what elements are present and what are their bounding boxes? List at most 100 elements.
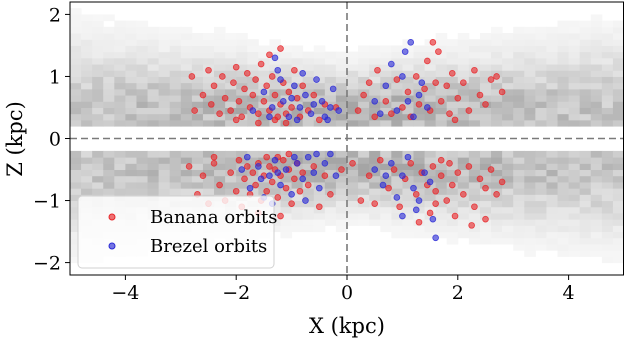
heatmap-cell (524, 57, 536, 65)
heatmap-cell (247, 82, 259, 90)
heatmap-cell (258, 119, 270, 127)
heatmap-cell (535, 51, 547, 59)
heatmap-cell (147, 64, 160, 71)
heatmap-cell (568, 113, 581, 121)
heatmap-cell (136, 45, 149, 53)
heatmap-cell (103, 163, 115, 171)
heatmap-cell (601, 88, 614, 96)
heatmap-cell (601, 95, 614, 102)
heatmap-cell (136, 20, 149, 28)
heatmap-cell (479, 64, 492, 71)
heatmap-cell (579, 82, 592, 90)
heatmap-cell (513, 39, 525, 46)
data-point (493, 73, 500, 80)
heatmap-cell (612, 256, 624, 264)
heatmap-cell (70, 33, 82, 40)
heatmap-cell (557, 39, 570, 46)
heatmap-cell (435, 88, 448, 96)
heatmap-cell (92, 64, 104, 71)
heatmap-cell (402, 169, 414, 177)
heatmap-cell (535, 101, 547, 108)
heatmap-cell (335, 188, 348, 195)
heatmap-cell (358, 57, 370, 65)
heatmap-cell (491, 175, 503, 183)
heatmap-cell (191, 181, 204, 189)
heatmap-cell (502, 101, 514, 108)
data-point (315, 116, 323, 124)
heatmap-cell (535, 181, 547, 189)
heatmap-cell (81, 51, 93, 59)
heatmap-cell (258, 64, 270, 71)
heatmap-cell (191, 33, 204, 40)
heatmap-cell (479, 200, 492, 208)
heatmap-cell (335, 194, 348, 202)
heatmap-cell (158, 169, 171, 177)
heatmap-cell (612, 88, 624, 96)
heatmap-cell (601, 119, 614, 127)
heatmap-cell (313, 45, 326, 53)
data-point (277, 212, 284, 220)
heatmap-cell (369, 70, 381, 77)
heatmap-cell (81, 26, 93, 34)
heatmap-cell (347, 212, 359, 220)
heatmap-cell (92, 95, 104, 102)
heatmap-cell (424, 51, 437, 59)
heatmap-cell (324, 57, 337, 65)
heatmap-cell (491, 157, 503, 164)
heatmap-cell (313, 82, 326, 90)
data-point (382, 82, 390, 90)
heatmap-cell (269, 82, 282, 90)
heatmap-cell (335, 181, 348, 189)
heatmap-cell (147, 188, 160, 195)
heatmap-cell (502, 225, 514, 233)
heatmap-cell (524, 51, 536, 59)
heatmap-cell (291, 57, 304, 65)
heatmap-cell (513, 163, 525, 171)
heatmap-cell (158, 76, 171, 84)
heatmap-cell (601, 101, 614, 108)
heatmap-cell (524, 45, 536, 53)
heatmap-cell (413, 231, 426, 239)
legend-marker-banana (108, 213, 116, 221)
heatmap-cell (391, 70, 403, 77)
heatmap-cell (457, 169, 470, 177)
heatmap-cell (214, 95, 226, 102)
heatmap-cell (435, 175, 448, 183)
heatmap-cell (413, 45, 426, 53)
heatmap-cell (313, 95, 326, 102)
heatmap-cell (280, 51, 293, 59)
heatmap-cell (546, 206, 559, 214)
data-point (318, 97, 326, 105)
heatmap-cell (413, 188, 426, 195)
data-point (271, 156, 279, 164)
heatmap-cell (103, 113, 115, 121)
heatmap-cell (612, 212, 624, 220)
heatmap-cell (524, 33, 536, 40)
data-point (271, 91, 279, 99)
heatmap-cell (380, 113, 392, 121)
heatmap-cell (313, 206, 326, 214)
reference-lines (70, 2, 624, 275)
heatmap-cell (335, 200, 348, 208)
heatmap-cell (557, 157, 570, 164)
heatmap-cell (313, 119, 326, 127)
data-point (451, 212, 459, 220)
heatmap-cell (535, 119, 547, 127)
heatmap-cell (258, 157, 270, 164)
heatmap-cell (468, 181, 481, 189)
heatmap-cell (92, 76, 104, 84)
heatmap-cell (590, 33, 603, 40)
heatmap-cell (579, 88, 592, 96)
heatmap-cell (568, 82, 581, 90)
data-point (476, 175, 484, 183)
heatmap-cell (247, 163, 259, 171)
heatmap-cell (546, 181, 559, 189)
heatmap-cell (568, 64, 581, 71)
heatmap-cell (92, 101, 104, 108)
heatmap-cell (324, 113, 337, 121)
heatmap-cell (136, 163, 149, 171)
data-point (288, 94, 295, 102)
heatmap-cell (358, 64, 370, 71)
heatmap-cell (70, 250, 82, 257)
heatmap-cell (103, 39, 115, 46)
